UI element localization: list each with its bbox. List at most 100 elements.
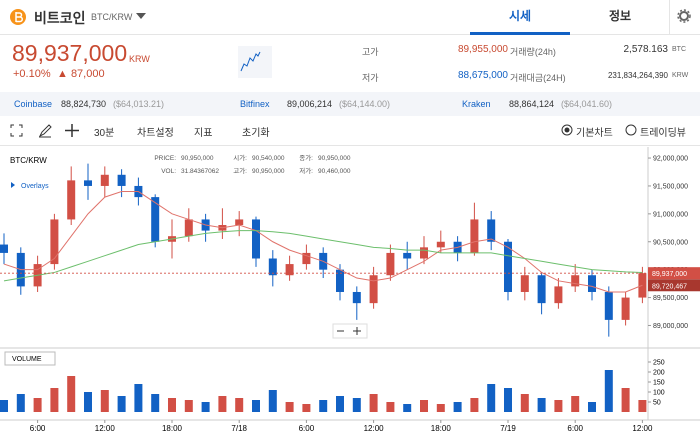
volume-bar	[33, 398, 42, 412]
x-tick-label: 12:00	[95, 424, 116, 433]
radio[interactable]	[625, 124, 637, 136]
coin-icon	[10, 9, 26, 25]
volume-bar	[50, 388, 59, 412]
candle-body	[470, 219, 479, 253]
chart-mode[interactable]: 트레이딩뷰	[640, 128, 686, 139]
candle-body	[235, 219, 244, 226]
candle-body	[537, 275, 546, 304]
toolbar-item[interactable]: 차트설정	[137, 128, 174, 139]
price: 89,937,000	[12, 40, 128, 66]
candle-body	[336, 269, 344, 292]
volume-title-box	[4, 351, 56, 366]
candle-body	[184, 219, 193, 237]
overlays[interactable]: Overlays	[21, 183, 49, 190]
volume-bar	[537, 398, 546, 412]
zoom	[332, 323, 368, 339]
coin-name: 비트코인	[34, 10, 86, 26]
volume-bar	[16, 394, 25, 412]
volume-bar	[319, 400, 328, 412]
candle-body	[151, 197, 160, 242]
y-tick-label: 89,000,000	[653, 323, 688, 330]
exchange-name: Coinbase	[14, 99, 53, 109]
x-tick-label: 12:00	[632, 424, 653, 433]
info-value: 90,460,000	[318, 168, 351, 175]
volume-bar	[100, 390, 109, 412]
stat-unit: KRW	[672, 72, 689, 79]
overlay-icon[interactable]	[11, 182, 15, 188]
toolbar-item[interactable]: 초기화	[242, 128, 270, 139]
candle-body	[604, 291, 613, 320]
change: ▲ 87,000	[57, 68, 105, 80]
stat-value: 89,955,000	[457, 44, 508, 55]
chart-pair: BTC/KRW	[10, 156, 47, 165]
candle-body	[621, 297, 630, 320]
candle-body	[554, 286, 563, 304]
candle-body	[436, 241, 445, 248]
stat-label: 저가	[362, 73, 379, 83]
volume-bar	[117, 396, 126, 412]
volume-bar	[218, 396, 227, 412]
info-value: 90,950,000	[181, 155, 214, 162]
coin-pair: BTC/KRW	[91, 12, 133, 22]
exchange-price: 89,006,214	[287, 99, 333, 109]
candle-body	[403, 252, 412, 259]
chart-mode[interactable]: 기본차트	[576, 128, 613, 139]
candle-body	[386, 252, 395, 276]
info-value: 90,950,000	[318, 155, 351, 162]
y-tick-label: 91,000,000	[653, 211, 688, 218]
dropdown[interactable]	[135, 12, 147, 20]
volume-bar	[403, 404, 412, 412]
candle-body	[588, 275, 596, 292]
toolbar-item[interactable]: 지표	[194, 128, 213, 139]
x-tick-label: 6:00	[30, 424, 46, 433]
volume-bar	[84, 392, 92, 412]
zoom-buttons[interactable]	[337, 327, 361, 335]
exchange-name: Bitfinex	[240, 99, 270, 109]
candle-body	[252, 219, 260, 259]
y-tick-label: 50	[653, 400, 661, 407]
candle-body	[504, 241, 512, 292]
candle-body	[84, 180, 92, 186]
candle-body	[0, 244, 8, 253]
info-value: 90,950,000	[252, 168, 285, 175]
tab[interactable]: 정보	[608, 9, 632, 23]
volume-bar	[604, 370, 613, 412]
volume-bar	[453, 402, 462, 412]
settings-icon[interactable]	[677, 9, 691, 23]
volume-bar	[638, 400, 647, 412]
tool-icons[interactable]	[10, 124, 90, 138]
candle-body	[50, 219, 59, 265]
info-label: PRICE:	[154, 155, 176, 162]
y-tick-label: 92,000,000	[653, 156, 688, 163]
header	[0, 0, 700, 35]
volume-bar	[571, 396, 580, 412]
y-tick-label: 90,500,000	[653, 239, 688, 246]
candle-body	[100, 174, 109, 186]
volume-bar	[504, 388, 512, 412]
exchange-price: 88,864,124	[509, 99, 555, 109]
info-label: 저가:	[299, 166, 313, 175]
y-tick-label: 200	[653, 370, 665, 377]
stat-label: 고가	[362, 47, 379, 57]
volume-bar	[352, 398, 361, 412]
info-value: 31.84367062	[181, 168, 219, 175]
volume-bar	[235, 398, 244, 412]
volume-bar	[252, 400, 260, 412]
exchange-usd: ($64,013.21)	[113, 99, 165, 109]
volume-bar	[201, 402, 210, 412]
candle-body	[117, 174, 126, 186]
radio-checked[interactable]	[561, 124, 573, 136]
tab-active[interactable]: 시세	[470, 0, 570, 35]
info-label: 종가:	[299, 153, 313, 162]
info-label: 고가:	[233, 166, 247, 175]
volume-bar	[588, 402, 596, 412]
stat-value: 231,834,264,390	[607, 71, 668, 80]
volume-bar	[184, 400, 193, 412]
ma-label-box	[648, 279, 700, 292]
y-tick-label: 150	[653, 380, 665, 387]
volume-bar	[487, 384, 496, 412]
volume-bar	[520, 394, 529, 412]
interval[interactable]: 30분	[94, 128, 115, 139]
